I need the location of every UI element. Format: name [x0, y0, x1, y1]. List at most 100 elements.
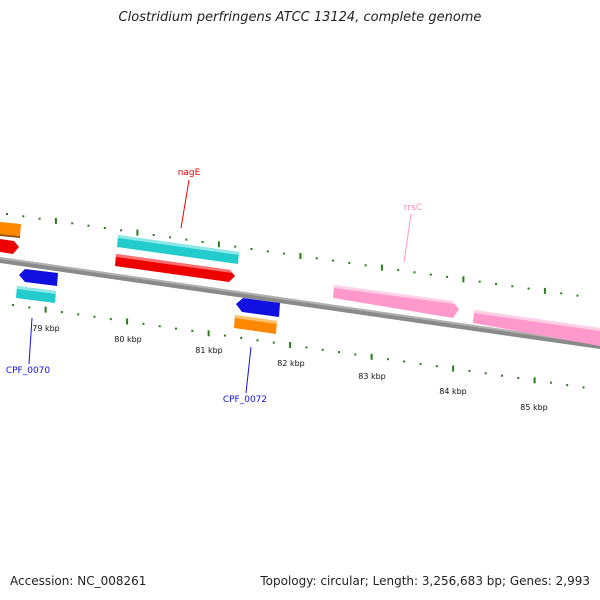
cpf0072-leader-line: [245, 346, 252, 394]
outer-tick-mark: [299, 253, 302, 259]
gene-label-cpf0072: CPF_0072: [223, 395, 267, 405]
outer-tick-mark: [54, 218, 57, 224]
inner-tick-mark: [468, 369, 471, 372]
inner-tick-mark: [305, 346, 308, 349]
outer-tick-mark: [576, 294, 579, 297]
inner-tick-mark: [207, 330, 210, 337]
outer-tick-mark: [283, 252, 286, 255]
gene-pink-right: [473, 310, 600, 346]
outer-tick-mark: [527, 287, 530, 290]
inner-tick-mark: [435, 365, 438, 368]
inner-tick-mark: [175, 327, 177, 330]
inner-tick-mark: [272, 341, 275, 344]
inner-tick-mark: [566, 384, 569, 387]
inner-tick-mark: [403, 360, 406, 363]
genome-title: Clostridium perfringens ATCC 13124, comp…: [118, 10, 482, 25]
kbp-label-80: 80 kbp: [114, 335, 142, 344]
gene-cyan-nagE: [117, 235, 239, 264]
gene-label-rrsC: rrsC: [404, 203, 422, 213]
inner-tick-mark: [354, 353, 357, 356]
kbp-label-79: 79 kbp: [32, 324, 60, 333]
outer-tick-mark: [103, 227, 106, 229]
gene-label-nagE: nagE: [178, 168, 201, 178]
outer-tick-mark: [22, 215, 25, 218]
outer-tick-row: [6, 213, 579, 297]
outer-tick-mark: [120, 229, 123, 232]
inner-tick-mark: [582, 386, 585, 389]
inner-tick-mark: [533, 377, 536, 384]
accession-label: Accession: NC_008261: [10, 574, 147, 588]
inner-tick-mark: [256, 339, 259, 342]
outer-tick-mark: [6, 213, 8, 215]
gene-pink-rrsC: [333, 285, 459, 318]
genome-summary-label: Topology: circular; Length: 3,256,683 bp…: [260, 574, 590, 588]
outer-tick-mark: [364, 264, 367, 267]
gene-orange-left: [0, 222, 21, 236]
gene-label-cpf0070: CPF_0070: [6, 366, 51, 376]
inner-tick-mark: [142, 322, 145, 325]
outer-tick-mark: [38, 217, 41, 220]
gene-red-arrow-highlight: [116, 254, 232, 273]
inner-tick-mark: [60, 311, 63, 314]
inner-tick-mark: [191, 329, 194, 332]
inner-tick-mark: [77, 313, 80, 316]
inner-tick-mark: [158, 325, 161, 328]
outer-tick-mark: [250, 248, 253, 250]
gene-red-left: [0, 239, 19, 254]
inner-tick-mark: [28, 306, 31, 309]
inner-tick-mark: [338, 351, 340, 354]
outer-tick-mark: [429, 273, 432, 276]
nagE-leader-line: [180, 179, 190, 229]
outer-tick-mark: [543, 287, 546, 294]
inner-tick-mark: [44, 306, 47, 313]
gene-pink-rrsC-highlight: [334, 285, 455, 304]
inner-tick-mark: [549, 381, 552, 384]
inner-tick-mark: [370, 353, 373, 360]
outer-tick-mark: [71, 222, 74, 225]
outer-tick-mark: [332, 259, 334, 262]
genome-backbone-highlight: [0, 257, 600, 345]
kbp-label-84: 84 kbp: [439, 387, 467, 396]
gene-cyan-left-highlight: [17, 286, 56, 294]
outer-tick-mark: [348, 261, 351, 264]
kbp-label-82: 82 kbp: [277, 359, 305, 368]
inner-tick-mark: [517, 377, 520, 379]
outer-tick-mark: [462, 276, 465, 283]
gene-pink-right-highlight: [474, 310, 600, 331]
rrsC-leader-line: [403, 213, 412, 263]
inner-tick-mark: [12, 304, 14, 306]
kbp-label-85: 85 kbp: [520, 403, 548, 412]
outer-tick-mark: [560, 292, 563, 295]
kbp-label-81: 81 kbp: [195, 346, 223, 355]
inner-tick-mark: [240, 337, 243, 339]
cpf0070-leader-line: [28, 317, 33, 365]
inner-tick-mark: [501, 374, 503, 377]
outer-tick-mark: [397, 268, 400, 271]
outer-tick-mark: [169, 236, 171, 239]
outer-tick-mark: [185, 238, 188, 241]
inner-tick-mark: [484, 372, 487, 375]
outer-tick-mark: [495, 282, 497, 285]
inner-tick-mark: [452, 365, 455, 372]
outer-tick-mark: [478, 280, 481, 283]
outer-tick-mark: [511, 285, 514, 288]
inner-tick-mark: [289, 342, 292, 348]
inner-tick-mark: [419, 362, 422, 365]
gene-orange-middle-highlight: [235, 315, 277, 324]
inner-tick-mark: [223, 334, 226, 337]
outer-tick-mark: [217, 241, 220, 248]
inner-tick-mark: [109, 318, 112, 321]
outer-tick-mark: [446, 275, 449, 278]
inner-tick-row: [12, 304, 585, 389]
outer-tick-mark: [413, 271, 416, 274]
outer-tick-mark: [152, 234, 155, 236]
outer-tick-mark: [315, 257, 318, 260]
gene-blue-left: [19, 269, 58, 286]
gene-blue-middle: [236, 298, 280, 317]
outer-tick-mark: [380, 264, 383, 271]
outer-tick-mark: [266, 250, 269, 253]
outer-tick-mark: [201, 241, 204, 243]
inner-tick-mark: [93, 315, 96, 318]
